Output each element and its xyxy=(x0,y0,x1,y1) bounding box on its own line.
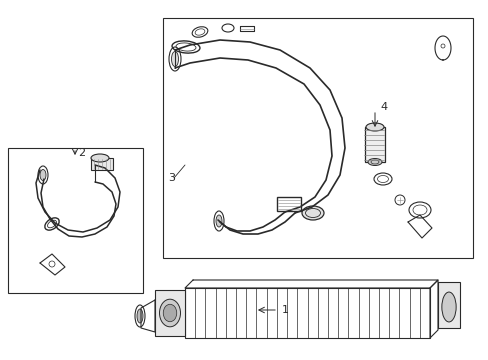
Ellipse shape xyxy=(412,205,426,215)
Ellipse shape xyxy=(91,154,109,162)
Ellipse shape xyxy=(137,309,142,323)
Text: 2: 2 xyxy=(78,148,85,158)
Ellipse shape xyxy=(367,158,381,166)
Bar xyxy=(155,290,184,336)
Bar xyxy=(8,148,142,293)
Bar xyxy=(437,282,459,328)
Ellipse shape xyxy=(195,29,204,35)
Bar xyxy=(163,18,472,258)
Ellipse shape xyxy=(365,123,383,131)
Ellipse shape xyxy=(216,215,222,227)
Bar xyxy=(91,158,113,170)
Ellipse shape xyxy=(302,206,324,220)
Bar xyxy=(184,288,429,338)
Bar xyxy=(364,127,384,162)
Ellipse shape xyxy=(159,299,180,327)
Bar xyxy=(276,197,301,211)
Text: 4: 4 xyxy=(379,102,386,112)
Ellipse shape xyxy=(441,292,455,322)
Text: 1: 1 xyxy=(282,305,288,315)
Ellipse shape xyxy=(163,304,176,322)
Ellipse shape xyxy=(171,51,178,67)
Ellipse shape xyxy=(40,170,46,180)
Ellipse shape xyxy=(377,176,387,183)
Text: 3: 3 xyxy=(168,173,175,183)
